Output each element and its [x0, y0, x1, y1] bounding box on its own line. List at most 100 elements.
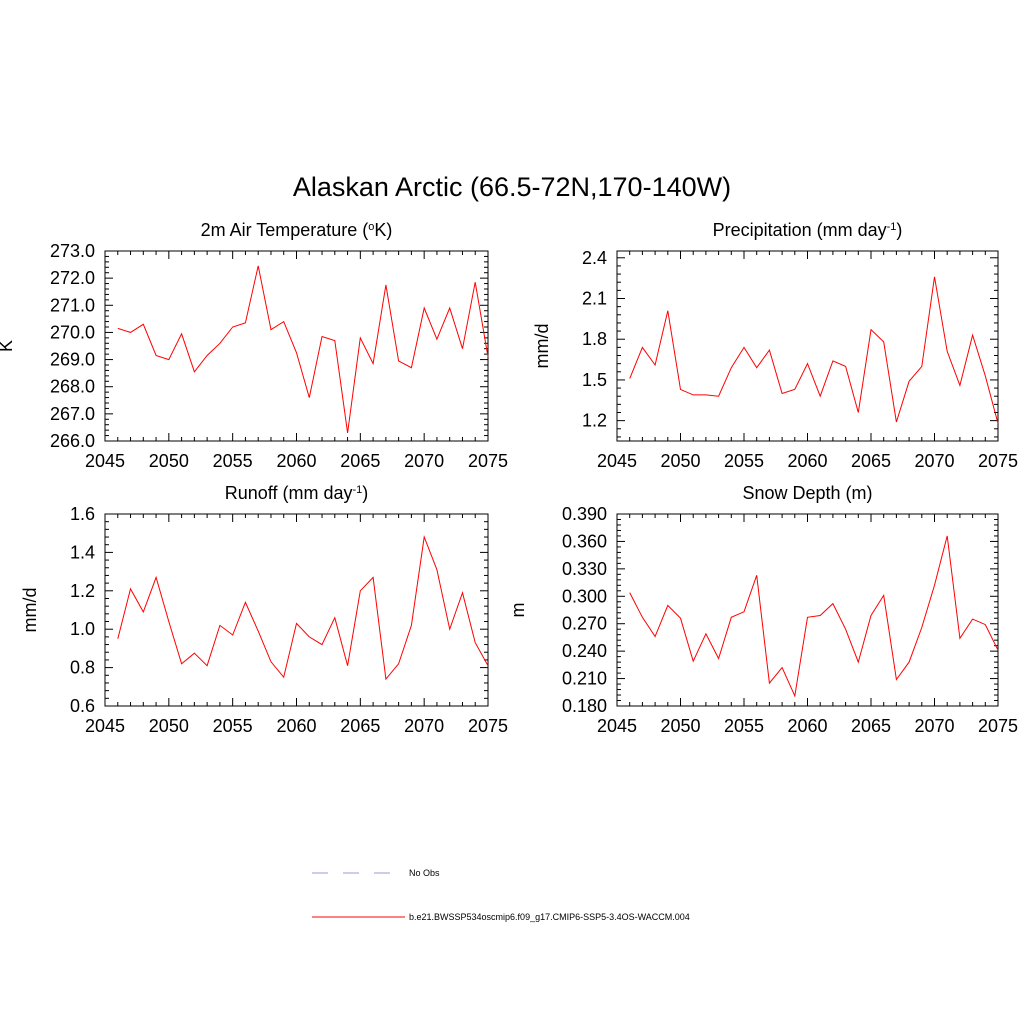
data-point: [628, 377, 631, 380]
data-point: [474, 641, 477, 644]
chart-panels: 2m Air Temperature (oK) K 2045 2050 2055 2060…: [0, 220, 1018, 736]
data-point: [730, 616, 733, 619]
panel-title-text: Snow Depth (m): [742, 483, 872, 503]
data-point: [129, 587, 132, 590]
y-tick-label: 2.4: [582, 248, 607, 268]
data-point: [717, 395, 720, 398]
legend-label: b.e21.BWSSP534oscmip6.f09_g17.CMIP6-SSP5…: [409, 912, 690, 922]
x-tick-label: 2050: [660, 451, 700, 471]
data-point: [984, 374, 987, 377]
data-point: [920, 626, 923, 629]
panel-title-superscript: o: [368, 221, 374, 233]
x-tick-label: 2075: [468, 716, 508, 736]
data-point: [116, 327, 119, 330]
data-point: [857, 411, 860, 414]
data-point: [384, 678, 387, 681]
y-tick-label: 1.2: [582, 411, 607, 431]
chart-panel-2: Precipitation (mm day-1) mm/d 2045 2050 2055…: [532, 220, 1018, 471]
data-point: [641, 616, 644, 619]
panel-title: 2m Air Temperature (oK): [201, 220, 393, 240]
y-tick-label: 0.390: [562, 504, 607, 524]
x-tick-label: 2055: [724, 451, 764, 471]
data-point: [971, 334, 974, 337]
data-point: [819, 395, 822, 398]
data-point: [487, 664, 490, 667]
data-point: [704, 632, 707, 635]
data-point: [231, 326, 234, 329]
x-tick-label: 2070: [914, 716, 954, 736]
data-point: [654, 364, 657, 367]
chart-panel-1: 2m Air Temperature (oK) K 2045 2050 2055 2060…: [0, 220, 508, 471]
data-point: [461, 591, 464, 594]
data-point: [461, 347, 464, 350]
data-point: [231, 633, 234, 636]
y-tick-label: 0.360: [562, 531, 607, 551]
data-point: [346, 664, 349, 667]
data-point: [167, 358, 170, 361]
x-tick-label: 2060: [787, 716, 827, 736]
panel-title-superscript: -1: [887, 221, 897, 233]
data-point: [793, 694, 796, 697]
y-tick-label: 272.0: [50, 268, 95, 288]
y-tick-label: 1.5: [582, 370, 607, 390]
x-tick-label: 2060: [787, 451, 827, 471]
data-point: [908, 661, 911, 664]
data-point: [755, 574, 758, 577]
data-point: [946, 350, 949, 353]
data-point: [269, 328, 272, 331]
plot-frame: [104, 250, 489, 442]
panel-title-text: Runoff (mm day: [225, 483, 353, 503]
data-point: [448, 307, 451, 310]
data-point: [487, 355, 490, 358]
data-point: [333, 616, 336, 619]
x-tick-label: 2075: [978, 716, 1018, 736]
x-tick-label: 2075: [468, 451, 508, 471]
data-point: [372, 576, 375, 579]
series-line: [117, 265, 489, 433]
data-point: [768, 349, 771, 352]
y-tick-label: 0.180: [562, 696, 607, 716]
x-tick-label: 2045: [597, 716, 637, 736]
data-point: [244, 601, 247, 604]
data-point: [844, 628, 847, 631]
figure-title: Alaskan Arctic (66.5-72N,170-140W): [293, 172, 731, 202]
data-point: [895, 421, 898, 424]
data-point: [666, 309, 669, 312]
data-point: [717, 657, 720, 660]
x-tick-label: 2045: [85, 716, 125, 736]
data-point: [142, 323, 145, 326]
data-point: [410, 366, 413, 369]
data-point: [692, 660, 695, 663]
data-point: [743, 610, 746, 613]
panel-title: Runoff (mm day-1): [225, 483, 369, 503]
data-point: [257, 630, 260, 633]
data-point: [946, 534, 949, 537]
data-point: [971, 618, 974, 621]
x-tick-label: 2065: [851, 716, 891, 736]
data-point: [704, 393, 707, 396]
data-point: [193, 652, 196, 655]
data-point: [666, 604, 669, 607]
x-tick-label: 2055: [213, 451, 253, 471]
y-tick-label: 0.8: [70, 658, 95, 678]
panel-title-text: 2m Air Temperature (: [201, 220, 369, 240]
data-point: [806, 616, 809, 619]
y-axis-label: K: [0, 340, 16, 352]
data-point: [308, 396, 311, 399]
y-axis-label: mm/d: [20, 588, 40, 633]
data-point: [679, 617, 682, 620]
y-axis-label: m: [508, 603, 528, 618]
data-point: [819, 614, 822, 617]
data-point: [793, 388, 796, 391]
x-tick-label: 2065: [340, 451, 380, 471]
chart-panel-4: Snow Depth (m) m 2045 2050 2055 2060 2065 2070 2…: [508, 483, 1018, 736]
x-tick-label: 2070: [404, 451, 444, 471]
x-tick-label: 2050: [660, 716, 700, 736]
data-point: [933, 275, 936, 278]
data-point: [206, 664, 209, 667]
data-point: [781, 392, 784, 395]
series-line: [629, 276, 999, 424]
panel-title-suffix: K): [374, 220, 392, 240]
x-tick-label: 2065: [340, 716, 380, 736]
data-point: [359, 589, 362, 592]
